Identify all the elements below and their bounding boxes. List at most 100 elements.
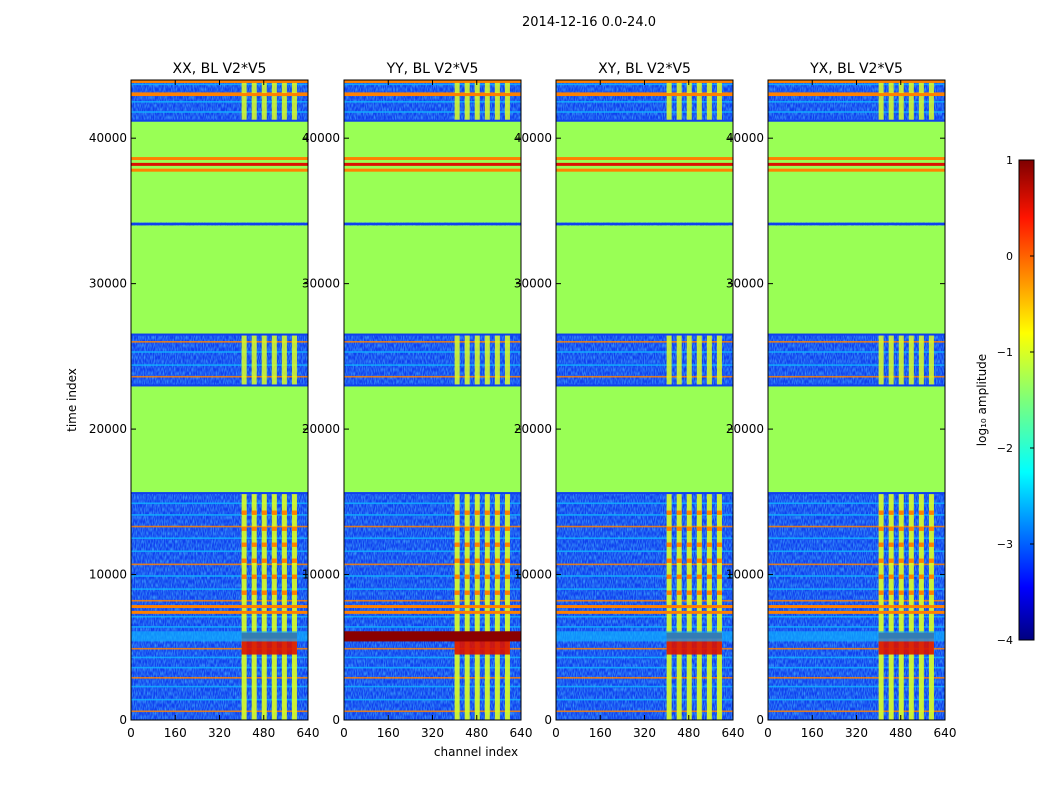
heatmap-panel: XY, BL V2*V5 0 160 320 480 640 0 10000 20000 3000… [514,61,745,740]
stripe-line [768,656,945,659]
hot-channel-blob [706,526,712,531]
stripe-line [768,341,945,343]
hot-channel-blob [878,542,884,547]
hot-channel-blob [908,542,914,547]
x-tick-label: 640 [510,726,533,740]
stripe-line [344,626,521,628]
x-tick-label: 0 [764,726,772,740]
hot-channel-bar [464,80,470,121]
y-tick-label: 20000 [726,422,764,436]
hot-channel-bar [878,80,884,121]
hot-channel-blob [888,574,894,579]
stripe-line [131,502,308,505]
stripe-line [556,364,733,366]
stripe-line [344,677,521,679]
hot-channel-blob [898,574,904,579]
band-edge [344,223,521,225]
hot-channel-bar [908,334,914,386]
hot-channel-blob [281,510,287,515]
band-edge [556,223,733,225]
stripe-line [556,610,733,614]
y-tick-label: 0 [756,713,764,727]
stripe-line [768,647,945,650]
stripe-line [768,685,945,688]
stripe-line [131,537,308,539]
x-tick-label: 480 [889,726,912,740]
band-edge [131,384,308,387]
hot-channel-bar [908,80,914,121]
hot-channel-blob [504,590,510,595]
hot-channel-blob [928,526,934,531]
stripe-line [344,575,521,577]
hot-channel-blob [888,526,894,531]
hot-channel-bar [898,80,904,121]
hot-channel-blob [271,526,277,531]
panel-title: YX, BL V2*V5 [809,61,903,77]
x-tick-label: 320 [208,726,231,740]
stripe-line [344,563,521,566]
hot-channel-blob [291,590,297,595]
hot-channel-blob [251,526,257,531]
hot-channel-bar [716,334,722,386]
hot-channel-blob [454,542,460,547]
hot-channel-bar [251,80,257,121]
constant-band [344,225,521,335]
hot-channel-blob [241,542,247,547]
y-axis-label: time index [65,368,79,432]
hot-channel-blob [878,574,884,579]
stripe-line [768,525,945,528]
hot-channel-bar [504,80,510,121]
stripe-line [344,615,521,618]
hot-channel-blob [261,526,267,531]
constant-band [131,225,308,335]
stripe-line [131,111,308,113]
colorbar-tick-label: −3 [997,538,1013,551]
hot-channel-blob [464,510,470,515]
constant-band-stripe [768,162,945,166]
hot-channel-blob [241,510,247,515]
hot-channel-bar [281,334,287,386]
colorbar-tick-label: −2 [997,442,1013,455]
hot-channel-blob [261,510,267,515]
band-edge [344,333,521,336]
hot-channel-bar [706,334,712,386]
hot-channel-bar [686,334,692,386]
stripe-line [131,341,308,343]
hot-channel-blob [484,558,490,563]
hot-channel-blob [454,590,460,595]
stripe-line [131,588,308,590]
x-tick-label: 320 [845,726,868,740]
stripe-line [768,677,945,679]
hot-channel-blob [281,542,287,547]
hot-channel-blob [928,558,934,563]
hot-channel-blob [504,558,510,563]
band-edge [344,119,521,122]
band-edge [768,223,945,225]
hot-channel-bar [666,334,672,386]
hot-channel-blob [494,510,500,515]
hot-channel-blob [494,590,500,595]
stripe-line [131,351,308,353]
band-edge [131,119,308,122]
stripe-line [131,647,308,650]
colorbar-gradient [1018,159,1035,641]
hot-channel-blob [281,574,287,579]
heatmap-panel: YX, BL V2*V5 0 160 320 480 640 0 10000 20000 3000… [726,61,957,740]
colorbar-label: log₁₀ amplitude [975,354,989,446]
hot-channel-bar [928,80,934,121]
stripe-line [556,502,733,505]
hot-channel-blob [878,526,884,531]
stripe-line [556,351,733,353]
x-tick-label: 480 [252,726,275,740]
stripe-line [768,605,945,609]
stripe-line [131,626,308,628]
stripe-line [131,615,308,618]
stripe-line [768,111,945,113]
hot-channel-blob [686,542,692,547]
stripe-line [556,341,733,343]
hot-channel-bar [918,334,924,386]
stripe-line [556,588,733,590]
stripe-line [344,351,521,353]
hot-channel-blob [241,526,247,531]
